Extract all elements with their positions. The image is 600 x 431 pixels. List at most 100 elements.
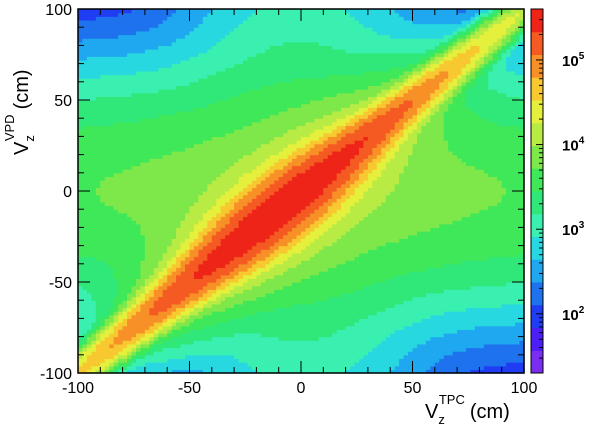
heatmap-cell	[260, 220, 266, 225]
heatmap-cell	[287, 220, 293, 225]
heatmap-cell	[269, 329, 275, 334]
heatmap-cell	[153, 41, 159, 46]
heatmap-cell	[127, 56, 133, 61]
heatmap-cell	[149, 234, 155, 239]
heatmap-cell	[211, 223, 217, 228]
heatmap-cell	[149, 307, 155, 312]
heatmap-cell	[86, 23, 92, 28]
heatmap-cell	[185, 292, 191, 298]
heatmap-cell	[149, 216, 155, 221]
heatmap-cell	[292, 347, 298, 352]
heatmap-cell	[104, 351, 110, 356]
heatmap-cell	[104, 19, 110, 25]
heatmap-cell	[296, 201, 302, 207]
heatmap-cell	[287, 183, 293, 188]
heatmap-cell	[95, 161, 101, 167]
heatmap-cell	[167, 143, 173, 148]
heatmap-cell	[202, 220, 208, 225]
heatmap-cell	[287, 172, 293, 178]
heatmap-cell	[278, 311, 284, 316]
heatmap-cell	[91, 278, 97, 283]
heatmap-cell	[162, 231, 168, 236]
heatmap-cell	[127, 296, 133, 301]
heatmap-cell	[167, 41, 173, 46]
heatmap-cell	[122, 358, 128, 363]
heatmap-cell	[220, 231, 226, 236]
heatmap-cell	[122, 362, 128, 367]
heatmap-cell	[149, 49, 155, 54]
heatmap-cell	[247, 56, 253, 61]
heatmap-cell	[256, 103, 262, 108]
heatmap-cell	[109, 67, 115, 72]
heatmap-cell	[296, 45, 302, 50]
heatmap-cell	[269, 52, 275, 57]
heatmap-cell	[113, 365, 119, 370]
heatmap-cell	[292, 85, 298, 90]
heatmap-cell	[198, 183, 204, 188]
heatmap-cell	[135, 56, 142, 61]
heatmap-cell	[131, 172, 137, 178]
heatmap-cell	[269, 227, 275, 232]
heatmap-cell	[113, 194, 119, 199]
heatmap-cell	[82, 194, 88, 199]
heatmap-cell	[292, 103, 298, 108]
heatmap-cell	[153, 19, 159, 25]
heatmap-cell	[127, 282, 133, 287]
heatmap-cell	[260, 191, 266, 196]
heatmap-cell	[216, 158, 222, 163]
heatmap-cell	[86, 212, 92, 218]
heatmap-cell	[225, 263, 231, 269]
heatmap-cell	[193, 27, 200, 32]
heatmap-cell	[171, 103, 177, 108]
heatmap-cell	[118, 351, 124, 356]
heatmap-cell	[171, 322, 177, 327]
heatmap-cell	[176, 362, 182, 367]
heatmap-cell	[269, 296, 275, 301]
heatmap-cell	[260, 234, 266, 239]
heatmap-cell	[198, 107, 204, 112]
heatmap-cell	[287, 114, 293, 119]
heatmap-cell	[100, 9, 106, 14]
heatmap-cell	[171, 336, 177, 341]
heatmap-cell	[234, 198, 240, 203]
heatmap-cell	[131, 191, 137, 196]
heatmap-cell	[78, 129, 84, 134]
heatmap-cell	[176, 49, 182, 54]
heatmap-cell	[82, 311, 88, 316]
heatmap-cell	[180, 172, 186, 178]
heatmap-cell	[247, 187, 253, 192]
heatmap-cell	[256, 198, 262, 203]
heatmap-cell	[118, 30, 124, 36]
heatmap-cell	[229, 325, 235, 330]
heatmap-cell	[144, 191, 150, 196]
heatmap-cell	[162, 165, 168, 170]
heatmap-cell	[225, 212, 231, 218]
heatmap-cell	[140, 172, 146, 178]
heatmap-cell	[265, 354, 271, 360]
heatmap-cell	[296, 216, 302, 221]
heatmap-cell	[234, 107, 240, 112]
heatmap-cell	[229, 238, 235, 243]
heatmap-cell	[247, 340, 253, 345]
heatmap-cell	[234, 216, 240, 221]
heatmap-cell	[82, 296, 88, 301]
heatmap-cell	[91, 140, 97, 145]
heatmap-cell	[171, 362, 177, 367]
heatmap-cell	[91, 107, 97, 112]
heatmap-cell	[220, 256, 226, 261]
heatmap-cell	[153, 198, 159, 203]
heatmap-cell	[251, 34, 257, 39]
heatmap-cell	[180, 78, 186, 83]
heatmap-cell	[247, 183, 253, 188]
heatmap-cell	[193, 354, 200, 360]
heatmap-cell	[260, 307, 266, 312]
heatmap-cell	[216, 343, 222, 349]
heatmap-cell	[251, 249, 257, 254]
heatmap-cell	[118, 369, 124, 374]
heatmap-cell	[207, 238, 213, 243]
heatmap-cell	[82, 103, 88, 108]
heatmap-cell	[118, 100, 124, 105]
heatmap-cell	[167, 129, 173, 134]
heatmap-cell	[225, 118, 231, 123]
heatmap-cell	[140, 92, 146, 97]
